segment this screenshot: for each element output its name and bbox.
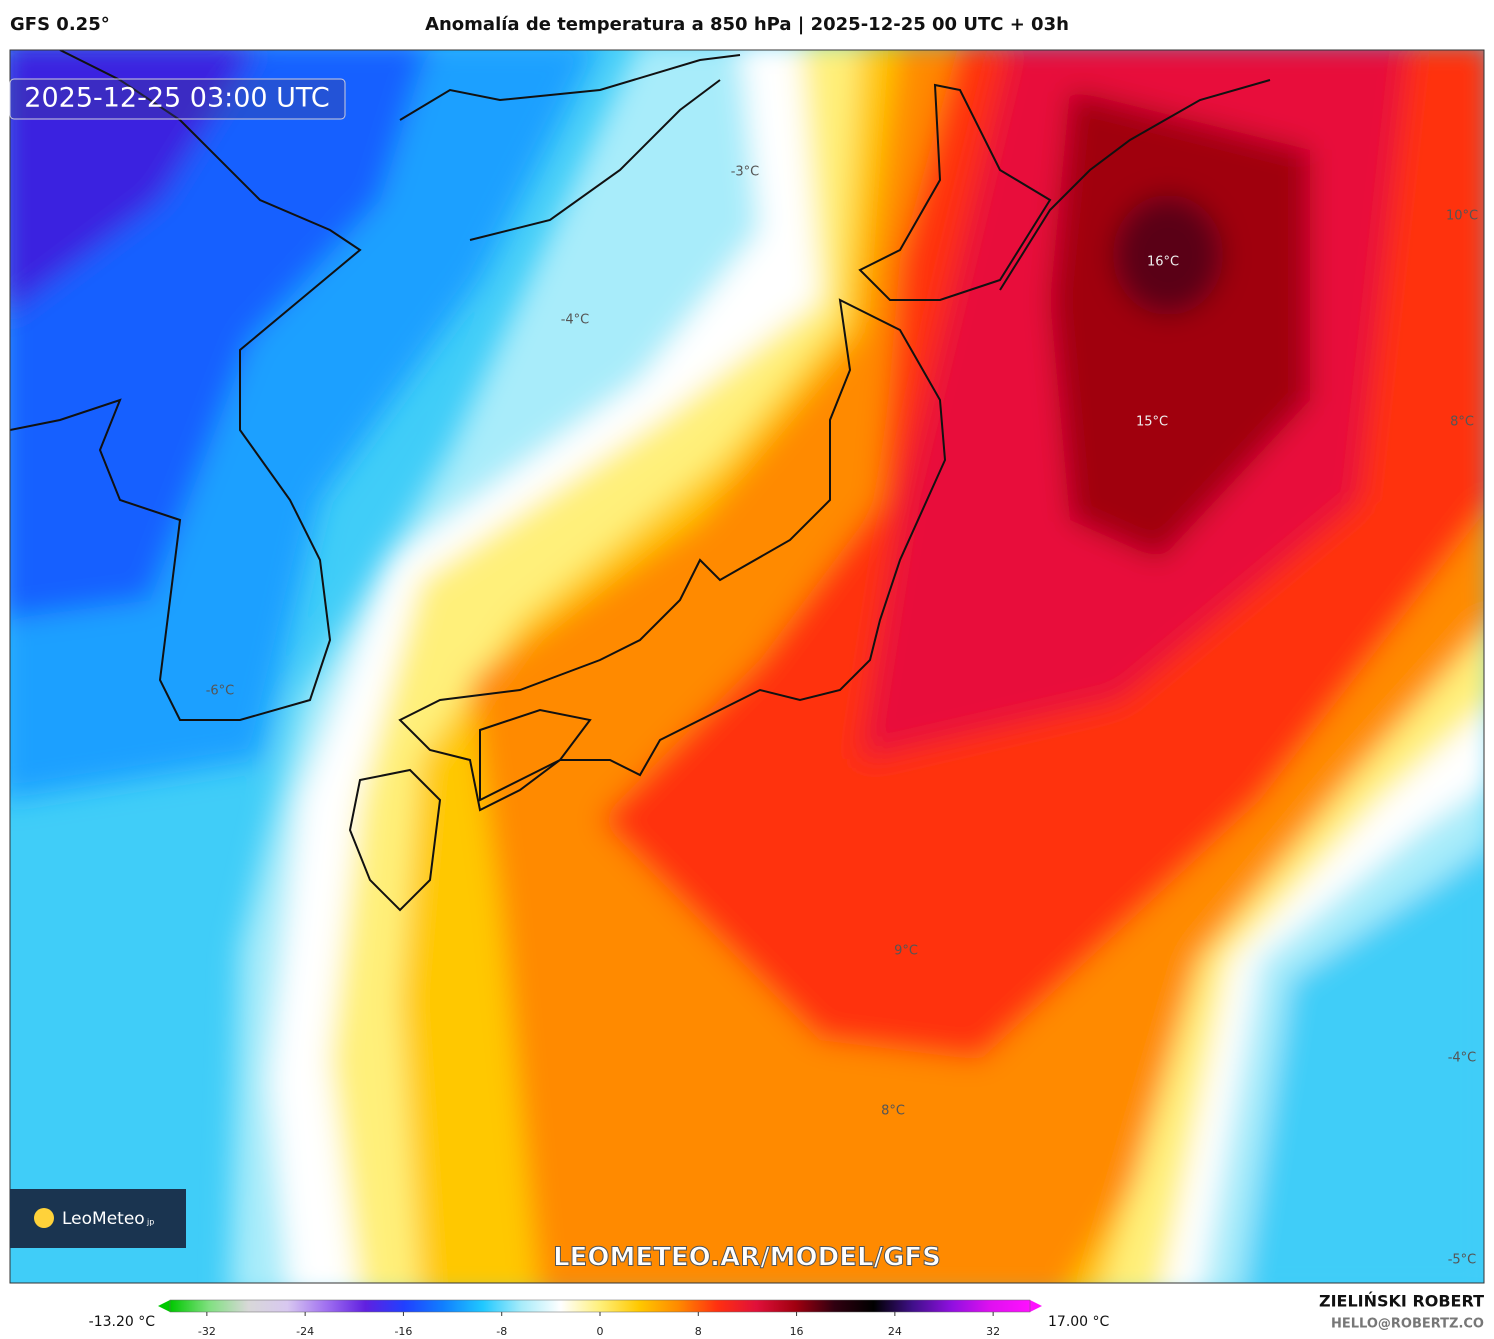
coastlines <box>10 50 1271 912</box>
colorbar-tick-label: -16 <box>394 1325 412 1338</box>
author: ZIELIŃSKI ROBERT <box>1319 1292 1484 1311</box>
contour-label: 10°C <box>1446 209 1478 224</box>
logo-sun <box>34 1208 54 1228</box>
watermark: LEOMETEO.AR/MODEL/GFS <box>553 1243 941 1273</box>
timestamp-box <box>9 78 346 120</box>
email: HELLO@ROBERTZ.CO <box>1331 1317 1484 1332</box>
logo: LeoMeteo <box>62 1209 145 1229</box>
contour-label: 15°C <box>1136 415 1168 430</box>
colorbar-tick-label: -32 <box>198 1325 216 1338</box>
model-name: GFS 0.25° <box>10 14 110 35</box>
contour-label: -4°C <box>1448 1051 1477 1066</box>
colorbar-tick-label: 16 <box>790 1325 804 1338</box>
colorbar-tick-label: 24 <box>888 1325 902 1338</box>
contour-labels: -3°C -4°C -6°C 16°C 15°C 10°C 8°C 9°C 8°C -4°C -5°… <box>206 165 1478 1268</box>
contour-label: 16°C <box>1147 255 1179 270</box>
contour-label: -6°C <box>206 684 235 699</box>
temperature-field <box>10 50 1484 1283</box>
colorbar-tick-label: 0 <box>597 1325 604 1338</box>
colorbar-tick-label: 32 <box>986 1325 1000 1338</box>
colorbar-min: -13.20 °C <box>89 1314 156 1330</box>
colorbar: -32 -24 -16 -8 0 8 16 24 32 <box>158 1299 1042 1338</box>
contour-label: 8°C <box>881 1104 905 1119</box>
colorbar-min-arrow <box>158 1300 170 1312</box>
colorbar-tick-label: -8 <box>496 1325 507 1338</box>
map-title: Anomalía de temperatura a 850 hPa | 2025… <box>425 14 1069 35</box>
colorbar-tick-label: 8 <box>695 1325 702 1338</box>
contour-label: -4°C <box>561 313 590 328</box>
contour-label: -5°C <box>1448 1253 1477 1268</box>
colorbar-bar <box>169 1299 1031 1313</box>
logo-suffix: jp <box>146 1218 154 1227</box>
contour-label: -3°C <box>731 165 760 180</box>
contour-label: 8°C <box>1450 415 1474 430</box>
map-frame <box>9 49 1485 1284</box>
colorbar-max-arrow <box>1030 1300 1042 1312</box>
colorbar-tick-label: -24 <box>296 1325 314 1338</box>
contour-label: 9°C <box>894 944 918 959</box>
colorbar-max: 17.00 °C <box>1048 1314 1110 1330</box>
timestamp: 2025-12-25 03:00 UTC <box>24 83 329 114</box>
